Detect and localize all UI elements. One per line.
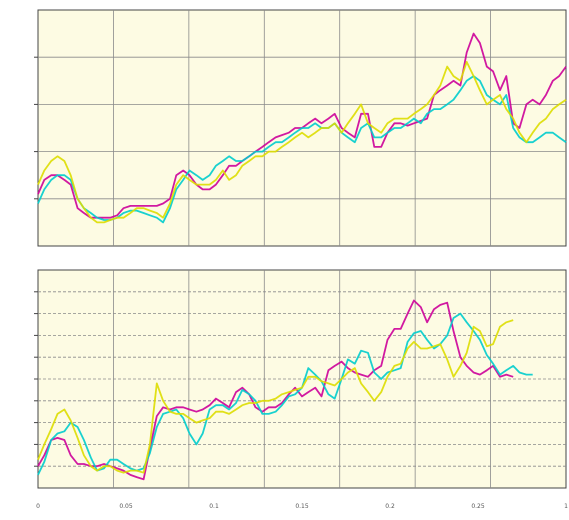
plot-area [37, 269, 567, 489]
series-line-0 [37, 299, 514, 481]
series-line-1 [37, 75, 567, 224]
series-line-2 [37, 61, 567, 224]
x-tick-label: 0.1 [209, 503, 219, 510]
top-line-chart [34, 9, 567, 247]
series-line-1 [37, 312, 533, 476]
x-tick-label: 0.05 [119, 503, 133, 510]
series-line-2 [37, 319, 514, 474]
x-tick-label: 0 [36, 503, 40, 510]
bottom-line-chart: 0 0.05 0.1 0.15 0.2 0.25 1 [34, 269, 568, 510]
x-tick-label: 0.15 [295, 503, 309, 510]
x-tick-label: 0.2 [385, 503, 395, 510]
x-tick-label: 0.25 [471, 503, 485, 510]
x-tick-label: 1 [564, 503, 568, 510]
